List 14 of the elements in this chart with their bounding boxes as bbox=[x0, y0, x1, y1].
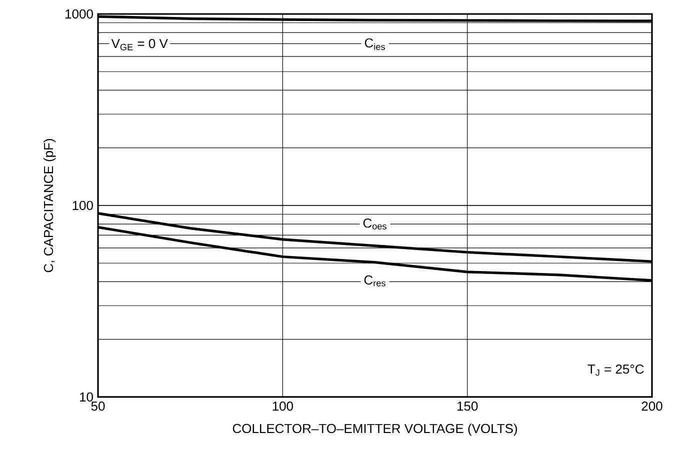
annotation: T$_{J}$ = 25°C bbox=[588, 364, 644, 376]
series-label: C$_{oes}$ bbox=[363, 218, 386, 230]
x-tick-label: 50 bbox=[91, 402, 105, 411]
y-tick-label: 10 bbox=[80, 392, 93, 402]
y-tick-label: 100 bbox=[72, 200, 93, 210]
x-tick-label: 150 bbox=[457, 402, 478, 411]
y-tick-label: 1000 bbox=[66, 9, 93, 19]
annotation: V$_{GE}$ = 0 V bbox=[111, 38, 168, 50]
x-axis-title: COLLECTOR–TO–EMITTER VOLTAGE (VOLTS) bbox=[232, 424, 517, 436]
series-label: C$_{ies}$ bbox=[364, 38, 385, 50]
series-label: C$_{res}$ bbox=[364, 275, 386, 286]
y-axis-title: C, CAPACITANCE (pF) bbox=[44, 139, 56, 272]
x-tick-label: 200 bbox=[642, 402, 662, 411]
x-tick-label: 100 bbox=[272, 402, 294, 411]
